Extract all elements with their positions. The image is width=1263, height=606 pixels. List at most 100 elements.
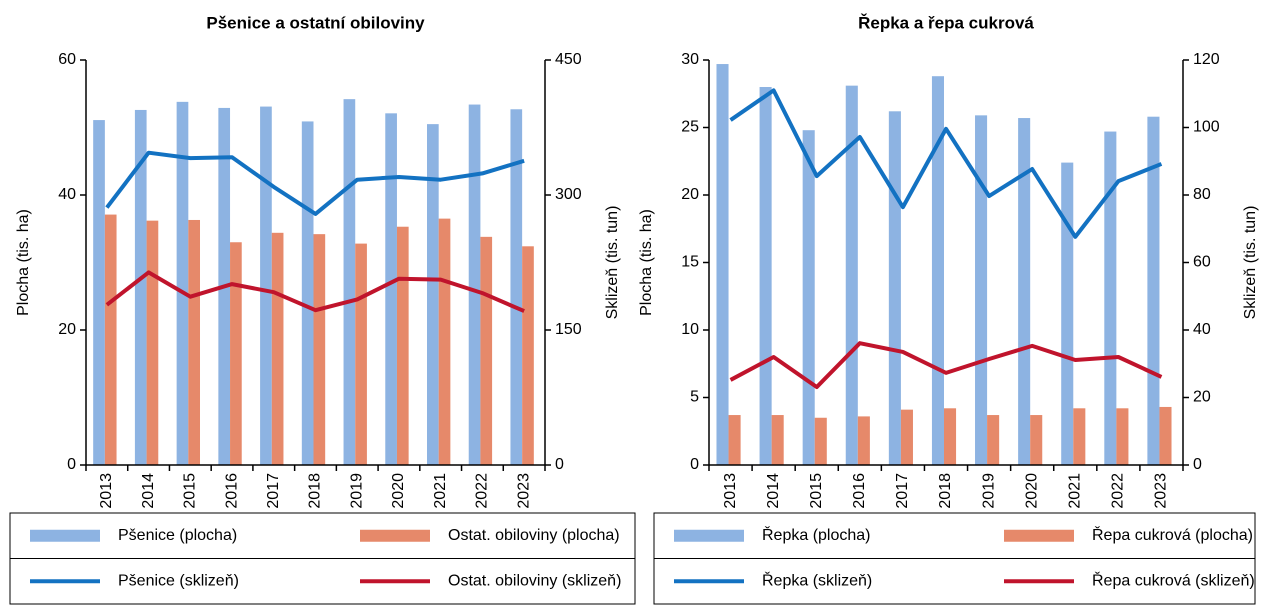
bar [468, 104, 481, 466]
x-tick-label: 2022 [1110, 473, 1127, 509]
bar [944, 408, 957, 465]
x-tick-label: 2013 [722, 473, 739, 509]
bar [188, 219, 201, 465]
legend-swatch [674, 529, 744, 542]
chart-title: Řepka a řepa cukrová [858, 13, 1034, 32]
x-tick-label: 2021 [432, 473, 449, 509]
bar [802, 130, 815, 465]
bar [900, 409, 913, 465]
legend-swatch [360, 529, 430, 542]
y2-axis-label: Sklizeň (tis. tun) [1242, 206, 1259, 320]
y2-tick-label: 20 [1193, 389, 1211, 406]
y2-tick-label: 450 [555, 51, 582, 68]
y-tick-label: 10 [681, 321, 699, 338]
x-tick-label: 2018 [937, 473, 954, 509]
bar [426, 124, 439, 465]
y2-tick-label: 150 [555, 321, 582, 338]
bar [260, 106, 272, 465]
bar [1116, 408, 1129, 465]
y-tick-label: 40 [58, 186, 76, 203]
y2-tick-label: 300 [555, 186, 582, 203]
y-tick-label: 20 [58, 321, 76, 338]
legend-swatch [30, 529, 100, 542]
bar [771, 415, 784, 465]
line [729, 88, 1163, 239]
bar [396, 226, 409, 465]
x-tick-label: 2014 [765, 473, 782, 509]
x-tick-label: 2018 [307, 473, 324, 509]
x-tick-label: 2019 [348, 473, 365, 509]
legend-label: Ostat. obiloviny (plocha) [448, 527, 620, 544]
bar [845, 85, 858, 466]
y-tick-label: 5 [690, 389, 699, 406]
x-tick-label: 2015 [808, 473, 825, 509]
x-tick-label: 2023 [1153, 473, 1170, 509]
y2-tick-label: 120 [1193, 51, 1220, 68]
y-tick-label: 0 [67, 456, 76, 473]
y-tick-label: 25 [681, 119, 699, 136]
legend-label: Pšenice (sklizeň) [118, 572, 239, 589]
bar [355, 243, 367, 465]
x-tick-label: 2015 [182, 473, 199, 509]
bar [759, 87, 772, 465]
bar [146, 220, 159, 465]
y-axis-label: Plocha (tis. ha) [638, 209, 655, 316]
x-tick-label: 2017 [265, 473, 282, 509]
legend-label: Řepka (sklizeň) [762, 570, 872, 589]
y2-tick-label: 80 [1193, 186, 1211, 203]
bar [271, 232, 284, 465]
x-tick-label: 2016 [851, 473, 868, 509]
y2-axis-label: Sklizeň (tis. tun) [604, 206, 621, 320]
bar [1018, 118, 1031, 466]
y2-tick-label: 100 [1193, 119, 1220, 136]
bar [93, 120, 105, 465]
bar [104, 214, 117, 465]
bar [728, 415, 741, 465]
bar [313, 234, 326, 465]
x-tick-label: 2020 [390, 473, 407, 509]
legend-label: Řepa cukrová (sklizeň) [1092, 570, 1255, 589]
bar [1073, 408, 1086, 465]
line [729, 341, 1163, 390]
x-tick-label: 2020 [1023, 473, 1040, 509]
legend-swatch [1004, 529, 1074, 542]
bar [480, 236, 493, 465]
bar [857, 416, 870, 465]
y2-tick-label: 60 [1193, 254, 1211, 271]
legend-label: Ostat. obiloviny (sklizeň) [448, 572, 621, 589]
x-tick-label: 2014 [140, 473, 157, 509]
bar [1159, 406, 1172, 465]
bar [888, 111, 901, 466]
bar [1147, 116, 1160, 465]
y2-tick-label: 0 [1193, 456, 1202, 473]
x-tick-label: 2017 [894, 473, 911, 509]
y2-tick-label: 40 [1193, 321, 1211, 338]
bar [385, 113, 397, 465]
y-tick-label: 0 [690, 456, 699, 473]
x-tick-label: 2019 [980, 473, 997, 509]
y-tick-label: 15 [681, 254, 699, 271]
bar [522, 246, 534, 465]
x-tick-label: 2021 [1066, 473, 1083, 509]
bar [438, 218, 451, 465]
x-tick-label: 2022 [474, 473, 491, 509]
bar [230, 242, 242, 465]
legend-label: Řepka (plocha) [762, 525, 871, 544]
bar [1030, 415, 1043, 465]
bar [1104, 131, 1117, 466]
bar [176, 101, 189, 465]
y-tick-label: 60 [58, 51, 76, 68]
x-tick-label: 2013 [98, 473, 115, 509]
bar [134, 109, 147, 465]
bar [716, 64, 729, 466]
bar [987, 415, 1000, 465]
y2-tick-label: 0 [555, 456, 564, 473]
bar [343, 99, 356, 466]
bar [975, 115, 988, 465]
y-axis-label: Plocha (tis. ha) [15, 209, 32, 316]
line [105, 270, 525, 313]
bar [814, 417, 827, 465]
line [105, 150, 525, 216]
bar [510, 109, 523, 466]
